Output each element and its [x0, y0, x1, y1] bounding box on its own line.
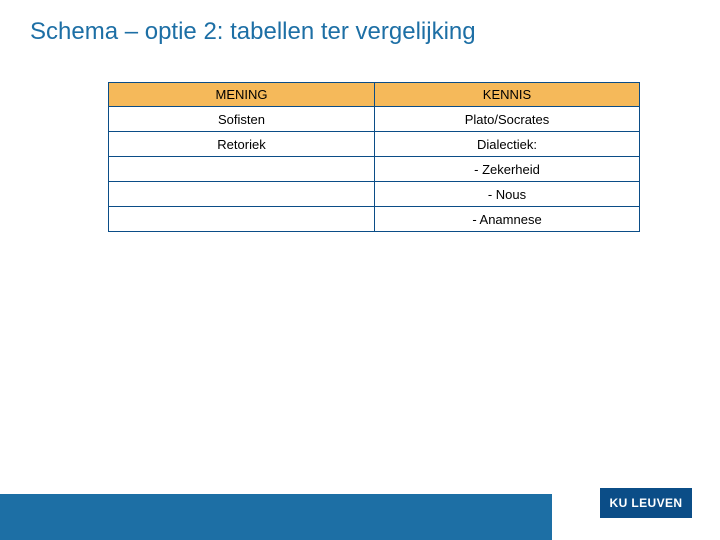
table-row: Sofisten: [108, 107, 374, 132]
table-row: [108, 157, 374, 182]
table-col-right: KENNIS Plato/Socrates Dialectiek: - Zeke…: [374, 82, 640, 232]
table-row: [108, 207, 374, 232]
table-row: Retoriek: [108, 132, 374, 157]
table-row: Plato/Socrates: [374, 107, 640, 132]
table-row: - Nous: [374, 182, 640, 207]
table-header: KENNIS: [374, 82, 640, 107]
table-row: - Zekerheid: [374, 157, 640, 182]
logo: KU LEUVEN: [600, 488, 692, 518]
table-header: MENING: [108, 82, 374, 107]
comparison-table: MENING Sofisten Retoriek KENNIS Plato/So…: [108, 82, 640, 232]
page-title: Schema – optie 2: tabellen ter vergelijk…: [30, 18, 476, 46]
table-row: Dialectiek:: [374, 132, 640, 157]
logo-text: KU LEUVEN: [610, 496, 683, 510]
slide: Schema – optie 2: tabellen ter vergelijk…: [0, 0, 720, 540]
table-col-left: MENING Sofisten Retoriek: [108, 82, 374, 232]
footer-bar: [0, 494, 552, 540]
table-row: [108, 182, 374, 207]
table-row: - Anamnese: [374, 207, 640, 232]
